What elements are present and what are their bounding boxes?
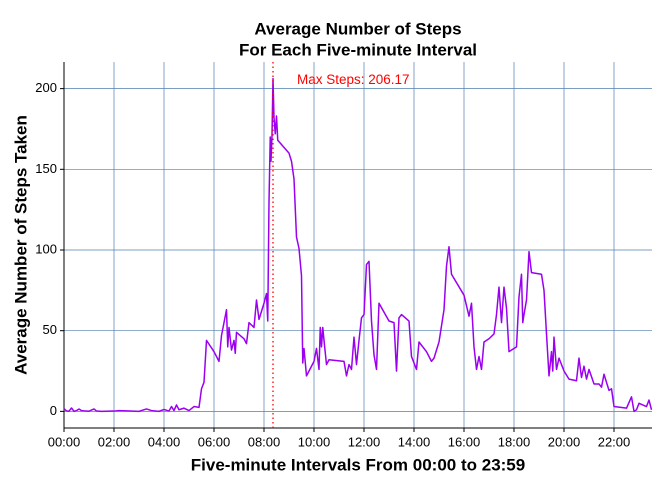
- chart-title: For Each Five-minute Interval: [239, 40, 477, 59]
- y-tick-label: 200: [35, 80, 57, 95]
- y-axis-label: Average Number of Steps Taken: [11, 115, 30, 375]
- line-series: [63, 77, 653, 413]
- x-tick-label: 02:00: [98, 434, 131, 449]
- x-tick-label: 00:00: [48, 434, 81, 449]
- x-tick-label: 10:00: [298, 434, 331, 449]
- x-tick-label: 22:00: [598, 434, 631, 449]
- x-tick-label: 18:00: [498, 434, 531, 449]
- annotation: Max Steps: 206.17: [297, 72, 410, 87]
- y-tick-label: 50: [43, 322, 57, 337]
- chart-title: Average Number of Steps: [254, 19, 461, 38]
- x-tick-label: 14:00: [398, 434, 431, 449]
- y-tick-label: 0: [50, 403, 57, 418]
- x-tick-label: 12:00: [348, 434, 381, 449]
- x-tick-label: 04:00: [148, 434, 181, 449]
- x-tick-label: 06:00: [198, 434, 231, 449]
- x-axis-label: Five-minute Intervals From 00:00 to 23:5…: [191, 455, 525, 474]
- x-tick-label: 16:00: [448, 434, 481, 449]
- x-tick-label: 20:00: [548, 434, 581, 449]
- y-tick-label: 150: [35, 161, 57, 176]
- y-tick-label: 100: [35, 241, 57, 256]
- x-tick-label: 08:00: [248, 434, 281, 449]
